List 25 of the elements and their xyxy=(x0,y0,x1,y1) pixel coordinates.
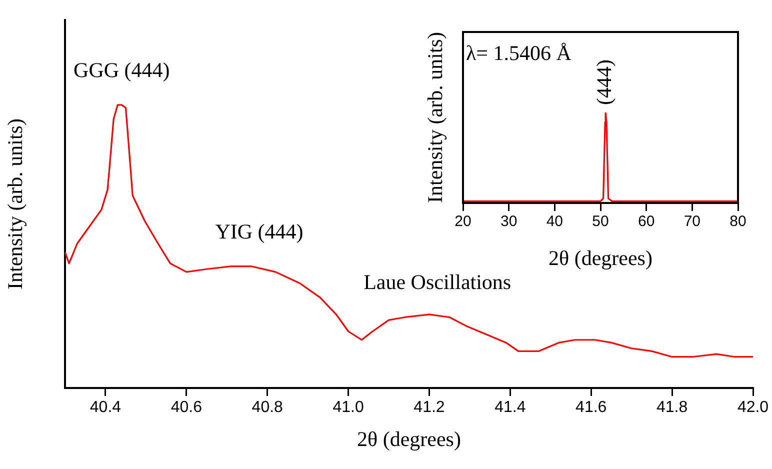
x-tick-label: 41.4 xyxy=(494,399,526,416)
x-axis-title: 2θ (degrees) xyxy=(548,246,652,270)
x-tick-label: 41.2 xyxy=(414,399,445,416)
annotation: GGG (444) xyxy=(74,58,170,82)
x-axis-title: 2θ (degrees) xyxy=(357,426,461,451)
annotation: (444) xyxy=(592,60,616,105)
x-tick-label: 60 xyxy=(638,213,655,230)
x-tick-label: 40.6 xyxy=(170,399,202,416)
x-tick-label: 41.6 xyxy=(576,399,607,416)
x-tick-label: 20 xyxy=(454,213,472,230)
y-axis-title: Intensity (arb. units) xyxy=(423,32,448,203)
x-tick-label: 40.4 xyxy=(90,399,122,416)
x-tick-label: 40.8 xyxy=(252,399,284,416)
x-tick-label: 41.8 xyxy=(656,399,688,416)
annotation: YIG (444) xyxy=(215,219,304,244)
text: λ= 1.5406 Å xyxy=(466,41,572,66)
annotation: Laue Oscillations xyxy=(364,270,512,294)
x-tick-label: 80 xyxy=(730,213,746,230)
x-tick-label: 41.0 xyxy=(332,399,364,416)
x-tick-label: 42.0 xyxy=(737,399,769,416)
x-tick-label: 40 xyxy=(546,213,564,230)
x-tick-label: 70 xyxy=(684,213,701,230)
x-tick-label: 30 xyxy=(500,213,518,230)
x-tick-label: 50 xyxy=(592,213,609,230)
y-axis-title: Intensity (arb. units) xyxy=(3,118,28,290)
